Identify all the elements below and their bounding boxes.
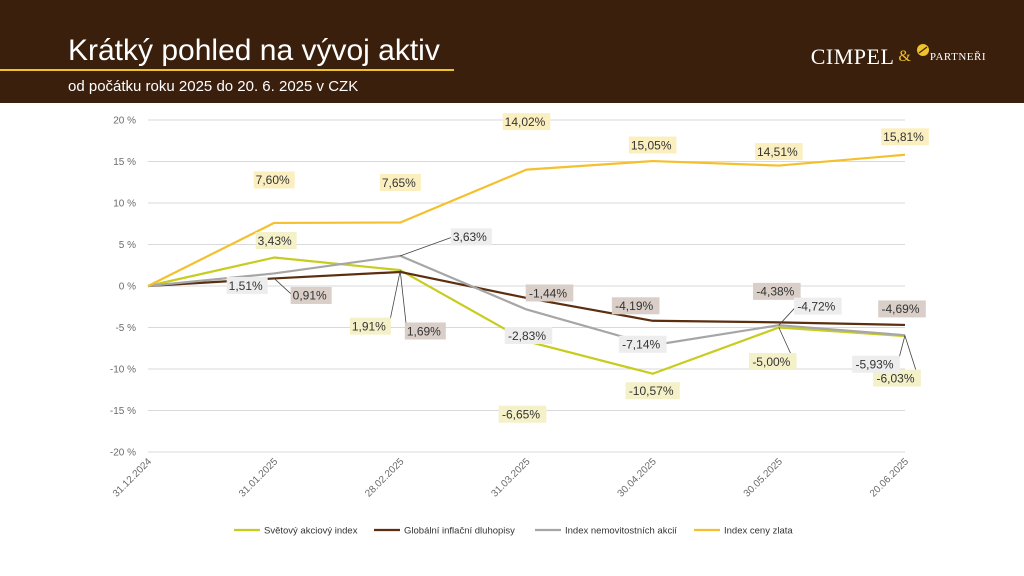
y-tick-label: -15 % (110, 406, 136, 417)
data-label: -6,65% (502, 407, 540, 421)
data-label: 14,51% (757, 145, 798, 159)
x-tick-label: 30.04.2025 (616, 456, 659, 499)
data-label-bg (852, 355, 900, 373)
x-tick-label: 31.03.2025 (489, 456, 532, 499)
data-label-bg (525, 284, 574, 302)
data-label: -10,57% (629, 384, 674, 398)
data-label-bg (498, 405, 547, 423)
data-label-bg (253, 171, 295, 189)
y-tick-label: 10 % (113, 199, 136, 210)
series-line (147, 153, 906, 287)
data-label: 0,91% (293, 289, 327, 303)
company-logo: CIMPEL & PARTNEŘI (811, 44, 986, 70)
label-leader-line (273, 278, 293, 296)
data-label: -4,38% (756, 285, 794, 299)
data-label: -4,69% (881, 302, 919, 316)
label-leader-line (778, 305, 797, 326)
data-label-bg (755, 143, 803, 161)
title-underline (0, 69, 454, 71)
data-label-bg (625, 382, 680, 400)
data-label: -2,83% (508, 329, 546, 343)
x-tick-label: 31.12.2024 (111, 456, 154, 499)
y-tick-label: 5 % (119, 240, 136, 251)
x-tick-label: 31.01.2025 (237, 456, 280, 499)
data-label-bg (628, 136, 677, 154)
data-label-bg (794, 297, 842, 315)
data-label-bg (878, 300, 926, 318)
data-label: 1,91% (352, 319, 386, 333)
data-label-bg (504, 326, 553, 344)
data-label: 7,60% (256, 173, 290, 187)
data-label-bg (753, 282, 801, 300)
label-leader-line (388, 270, 401, 327)
data-label: 14,02% (505, 115, 546, 129)
data-label: -5,00% (752, 355, 790, 369)
data-label-bg (349, 317, 391, 335)
data-label: 15,05% (631, 138, 672, 152)
data-label: -6,03% (876, 371, 914, 385)
y-tick-label: 20 % (113, 116, 136, 127)
legend-label: Globální inflační dluhopisy (404, 526, 515, 537)
header-bar: Krátký pohled na vývoj aktiv od počátku … (0, 0, 1024, 103)
data-label: 3,63% (453, 230, 487, 244)
y-tick-label: -10 % (110, 365, 136, 376)
label-leader-line (399, 271, 408, 332)
data-label-bg (618, 335, 667, 353)
data-label-bg (226, 276, 268, 294)
y-tick-label: 0 % (119, 282, 136, 293)
legend-label: Světový akciový index (264, 526, 358, 537)
page-subtitle: od počátku roku 2025 do 20. 6. 2025 v CZ… (68, 78, 359, 95)
y-tick-label: 15 % (113, 157, 136, 168)
data-label-bg (749, 353, 797, 370)
logo-ampersand: & (898, 48, 911, 65)
data-label: -4,72% (797, 299, 835, 313)
legend-label: Index nemovitostních akcií (565, 526, 677, 537)
data-label: 7,65% (382, 176, 416, 190)
data-label-bg (379, 174, 421, 192)
data-label: -7,14% (622, 338, 660, 352)
data-label: -5,93% (855, 358, 893, 372)
data-label-bg (881, 128, 929, 146)
logo-sub-text: PARTNEŘI (929, 51, 986, 63)
data-label: -1,44% (529, 286, 567, 300)
logo-main-text: CIMPEL (810, 44, 895, 69)
data-label-bg (502, 113, 551, 131)
x-tick-label: 20.06.2025 (868, 456, 911, 499)
y-tick-label: -5 % (115, 323, 136, 334)
x-tick-label: 30.05.2025 (742, 456, 785, 499)
legend-label: Index ceny zlata (724, 526, 793, 537)
leaf-icon (916, 44, 929, 56)
x-tick-label: 28.02.2025 (363, 456, 406, 499)
data-label-bg (873, 369, 921, 387)
data-label: 15,81% (883, 130, 924, 144)
y-tick-label: -20 % (110, 448, 136, 459)
data-label-bg (450, 228, 492, 246)
label-leader-line (400, 236, 454, 257)
data-label: 1,69% (407, 324, 441, 338)
data-label: 1,51% (229, 279, 263, 293)
page-title: Krátký pohled na vývoj aktiv (68, 34, 440, 67)
data-label: 3,43% (258, 234, 292, 248)
data-label: -4,19% (615, 299, 653, 313)
data-label-bg (290, 286, 332, 304)
line-chart: 20 %15 %10 %5 %0 %-5 %-10 %-15 %-20 %31.… (110, 113, 929, 537)
data-label-bg (255, 232, 297, 250)
data-label-bg (611, 297, 660, 315)
data-label-bg (404, 322, 446, 340)
